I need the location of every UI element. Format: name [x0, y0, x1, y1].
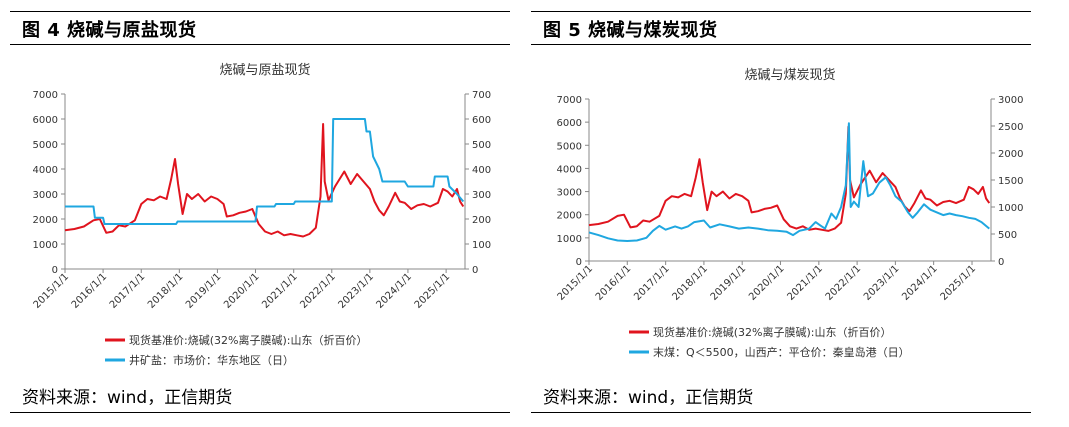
- x-tick-label: 2020/1/1: [747, 263, 787, 303]
- y-tick-label-right: 2500: [998, 122, 1023, 133]
- x-tick-label: 2022/1/1: [298, 271, 338, 311]
- y-tick-label-left: 5000: [557, 141, 582, 152]
- figure-panel-left: 图 4 烧碱与原盐现货 烧碱与原盐现货 0 1000 2000 3000 4000 5000…: [10, 0, 510, 427]
- y-tick-label-right: 200: [472, 215, 491, 226]
- y-tick-label-right: 500: [998, 230, 1017, 241]
- y-tick-label-right: 2000: [998, 149, 1023, 160]
- y-tick-label-left: 1000: [33, 240, 58, 251]
- legend-label: 现货基准价:烧碱(32%离子膜碱):山东（折百价）: [653, 325, 891, 339]
- x-tick-label: 2024/1/1: [375, 271, 415, 311]
- series-line-left: [588, 125, 991, 232]
- x-tick-label: 2015/1/1: [556, 263, 596, 303]
- x-tick-label: 2017/1/1: [632, 263, 672, 303]
- legend-label: 末煤：Q＜5500，山西产：平仓价：秦皇岛港（日）: [653, 345, 910, 359]
- source-note: 资料来源：wind，正信期货: [22, 388, 233, 408]
- x-tick-label: 2015/1/1: [32, 271, 72, 311]
- x-tick-label: 2016/1/1: [594, 263, 634, 303]
- series-line-right: [588, 122, 990, 242]
- bottom-rule: [531, 412, 1031, 413]
- top-rule: [10, 11, 510, 12]
- y-tick-label-right: 500: [472, 140, 491, 151]
- y-tick-label-left: 2000: [33, 215, 58, 226]
- series-line-right: [65, 118, 465, 225]
- title-rule: [10, 44, 510, 45]
- y-tick-label-left: 6000: [557, 118, 582, 129]
- x-tick-label: 2016/1/1: [70, 271, 110, 311]
- y-tick-label-right: 700: [472, 90, 491, 101]
- y-tick-label-left: 0: [576, 257, 582, 268]
- y-tick-label-right: 0: [472, 265, 478, 276]
- y-tick-label-left: 7000: [557, 95, 582, 106]
- y-tick-label-right: 1500: [998, 176, 1023, 187]
- y-tick-label-right: 100: [472, 240, 491, 251]
- legend-label: 现货基准价:烧碱(32%离子膜碱):山东（折百价）: [129, 333, 367, 347]
- top-rule: [531, 11, 1031, 12]
- y-tick-label-left: 3000: [33, 190, 58, 201]
- series-line-left: [64, 123, 465, 238]
- x-tick-label: 2025/1/1: [939, 263, 979, 303]
- y-tick-label-right: 0: [998, 257, 1004, 268]
- x-tick-label: 2018/1/1: [670, 263, 710, 303]
- y-tick-label-left: 4000: [33, 165, 58, 176]
- y-tick-label-left: 0: [52, 265, 58, 276]
- x-tick-label: 2017/1/1: [108, 271, 148, 311]
- bottom-rule: [10, 412, 510, 413]
- x-tick-label: 2025/1/1: [413, 271, 453, 311]
- chart-title: 烧碱与原盐现货: [219, 62, 310, 78]
- y-tick-label-left: 3000: [557, 188, 582, 199]
- figure-title: 图 4 烧碱与原盐现货: [22, 20, 197, 41]
- y-tick-label-left: 6000: [33, 115, 58, 126]
- figure-panel-right: 图 5 烧碱与煤炭现货 烧碱与煤炭现货 0 1000 2000 3000 4000 5000…: [531, 0, 1031, 427]
- x-tick-label: 2022/1/1: [824, 263, 864, 303]
- x-tick-label: 2018/1/1: [146, 271, 186, 311]
- y-tick-label-left: 5000: [33, 140, 58, 151]
- source-note: 资料来源：wind，正信期货: [543, 388, 754, 408]
- x-tick-label: 2021/1/1: [260, 271, 300, 311]
- y-tick-label-left: 2000: [557, 211, 582, 222]
- x-tick-label: 2021/1/1: [785, 263, 825, 303]
- chart-title: 烧碱与煤炭现货: [744, 67, 835, 83]
- chart-salt-caustic: 烧碱与原盐现货 0 1000 2000 3000 4000 5000 6000 7000 0 100…: [32, 62, 492, 367]
- y-tick-label-right: 300: [472, 190, 491, 201]
- y-tick-label-right: 400: [472, 165, 491, 176]
- x-tick-label: 2019/1/1: [184, 271, 224, 311]
- legend-label: 井矿盐：市场价：华东地区（日）: [129, 353, 294, 367]
- x-tick-label: 2023/1/1: [862, 263, 902, 303]
- x-tick-label: 2024/1/1: [900, 263, 940, 303]
- chart-coal-caustic: 烧碱与煤炭现货 0 1000 2000 3000 4000 5000 6000 7000 0 500…: [556, 67, 1024, 359]
- y-tick-label-left: 7000: [33, 90, 58, 101]
- y-tick-label-right: 1000: [998, 203, 1023, 214]
- x-tick-label: 2023/1/1: [336, 271, 376, 311]
- y-tick-label-right: 3000: [998, 95, 1023, 106]
- figure-title: 图 5 烧碱与煤炭现货: [543, 20, 718, 41]
- title-rule: [531, 44, 1031, 45]
- x-tick-label: 2020/1/1: [222, 271, 262, 311]
- y-tick-label-right: 600: [472, 115, 491, 126]
- y-tick-label-left: 1000: [557, 234, 582, 245]
- y-tick-label-left: 4000: [557, 164, 582, 175]
- x-tick-label: 2019/1/1: [709, 263, 749, 303]
